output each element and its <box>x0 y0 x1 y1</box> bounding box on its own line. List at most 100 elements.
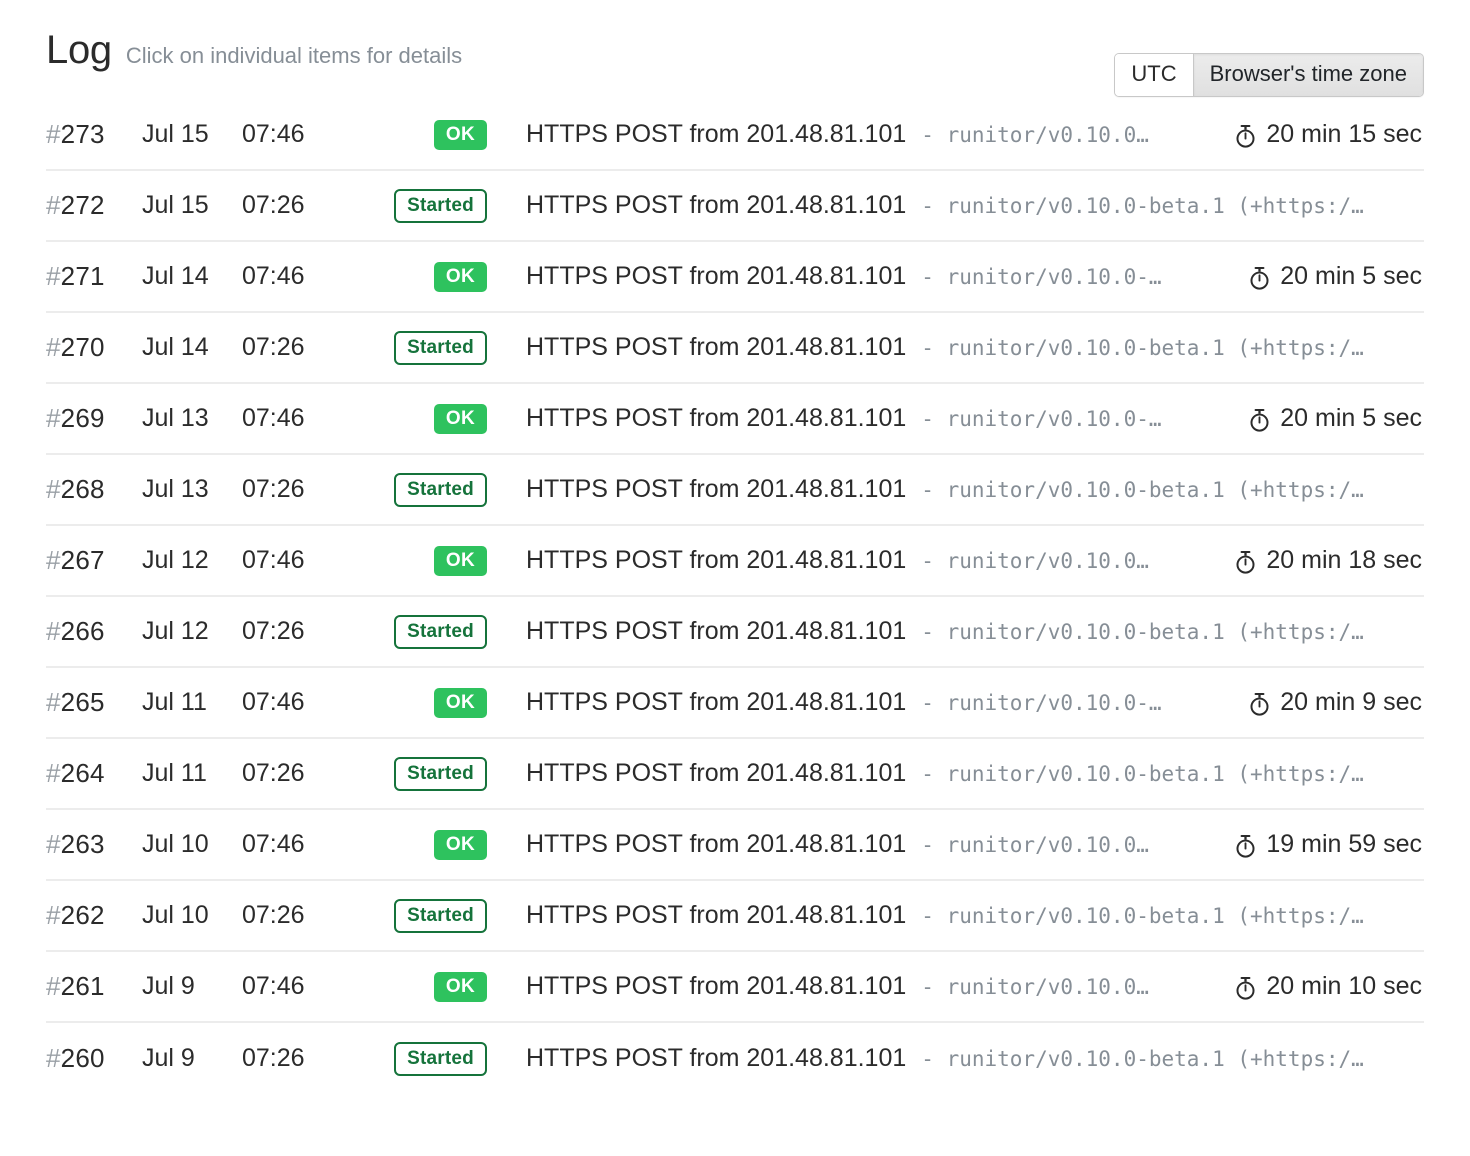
hash-symbol: # <box>46 261 61 291</box>
log-row-message: HTTPS POST from 201.48.81.101 <box>526 901 907 929</box>
log-row[interactable]: #273 Jul 15 07:46 OK HTTPS POST from 201… <box>46 100 1424 171</box>
log-row-number: 272 <box>60 190 105 220</box>
status-badge-ok: OK <box>433 119 487 150</box>
log-row-status-cell: OK <box>350 971 496 1002</box>
hash-symbol: # <box>46 403 61 433</box>
log-row-user-agent: - runitor/v0.10.0-beta.1 (+https:/… <box>921 478 1364 502</box>
hash-symbol: # <box>46 332 61 362</box>
stopwatch-icon <box>1247 266 1272 291</box>
log-row-status-cell: Started <box>350 614 496 649</box>
log-row-status-cell: OK <box>350 261 496 292</box>
log-row-number: 270 <box>60 332 105 362</box>
log-row[interactable]: #261 Jul 9 07:46 OK HTTPS POST from 201.… <box>46 952 1424 1023</box>
log-row-id: #271 <box>46 261 142 292</box>
log-row-time: 07:46 <box>242 830 305 858</box>
log-row[interactable]: #272 Jul 15 07:26 Started HTTPS POST fro… <box>46 171 1424 242</box>
log-row-message: HTTPS POST from 201.48.81.101 <box>526 475 907 503</box>
log-row-message-cell: HTTPS POST from 201.48.81.101 - runitor/… <box>496 759 1424 788</box>
log-row-user-agent: - runitor/v0.10.0… <box>921 833 1149 857</box>
log-row-user-agent: - runitor/v0.10.0-… <box>921 691 1162 715</box>
log-row-date: Jul 11 <box>142 759 207 787</box>
log-row-message: HTTPS POST from 201.48.81.101 <box>526 191 907 219</box>
log-row-id: #266 <box>46 616 142 647</box>
hash-symbol: # <box>46 758 61 788</box>
log-row-time: 07:46 <box>242 972 305 1000</box>
log-row-duration-cell: 20 min 5 sec <box>1229 404 1424 433</box>
log-row[interactable]: #271 Jul 14 07:46 OK HTTPS POST from 201… <box>46 242 1424 313</box>
log-row-id: #272 <box>46 190 142 221</box>
log-row[interactable]: #263 Jul 10 07:46 OK HTTPS POST from 201… <box>46 810 1424 881</box>
log-row-time: 07:26 <box>242 617 305 645</box>
timezone-option-browser[interactable]: Browser's time zone <box>1192 54 1423 96</box>
log-row[interactable]: #268 Jul 13 07:26 Started HTTPS POST fro… <box>46 455 1424 526</box>
title-group: Log Click on individual items for detail… <box>46 30 462 70</box>
log-row-message-cell: HTTPS POST from 201.48.81.101 - runitor/… <box>496 475 1424 504</box>
log-row-duration-cell: 20 min 5 sec <box>1229 262 1424 291</box>
log-row-date: Jul 10 <box>142 830 209 858</box>
stopwatch-icon <box>1233 834 1258 859</box>
log-row-message: HTTPS POST from 201.48.81.101 <box>526 972 907 1000</box>
log-row-number: 266 <box>60 616 105 646</box>
timezone-toggle-group[interactable]: UTC Browser's time zone <box>1114 53 1424 97</box>
log-row[interactable]: #270 Jul 14 07:26 Started HTTPS POST fro… <box>46 313 1424 384</box>
status-badge-started: Started <box>394 188 487 223</box>
log-row-time: 07:26 <box>242 1044 305 1072</box>
log-row-user-agent: - runitor/v0.10.0-… <box>921 407 1162 431</box>
status-badge-ok: OK <box>433 829 487 860</box>
log-row-status-cell: OK <box>350 687 496 718</box>
log-row[interactable]: #267 Jul 12 07:46 OK HTTPS POST from 201… <box>46 526 1424 597</box>
log-row-number: 273 <box>60 119 105 149</box>
log-row-id: #267 <box>46 545 142 576</box>
log-row-message: HTTPS POST from 201.48.81.101 <box>526 546 907 574</box>
stopwatch-icon <box>1247 408 1272 433</box>
log-row-number: 264 <box>60 758 105 788</box>
log-row-date: Jul 10 <box>142 901 209 929</box>
log-row-number: 265 <box>60 687 105 717</box>
log-row-message: HTTPS POST from 201.48.81.101 <box>526 333 907 361</box>
log-row-time: 07:46 <box>242 688 305 716</box>
status-badge-ok: OK <box>433 971 487 1002</box>
log-row-message-cell: HTTPS POST from 201.48.81.101 - runitor/… <box>496 262 1229 291</box>
log-row-number: 260 <box>60 1043 105 1073</box>
log-row-user-agent: - runitor/v0.10.0-beta.1 (+https:/… <box>921 904 1364 928</box>
log-row-message: HTTPS POST from 201.48.81.101 <box>526 1044 907 1072</box>
log-row[interactable]: #269 Jul 13 07:46 OK HTTPS POST from 201… <box>46 384 1424 455</box>
log-row[interactable]: #264 Jul 11 07:26 Started HTTPS POST fro… <box>46 739 1424 810</box>
log-row-duration-cell: 19 min 59 sec <box>1215 830 1424 859</box>
page-header: Log Click on individual items for detail… <box>0 0 1470 100</box>
log-row-user-agent: - runitor/v0.10.0-beta.1 (+https:/… <box>921 762 1364 786</box>
status-badge-started: Started <box>394 614 487 649</box>
log-row-date: Jul 9 <box>142 1044 195 1072</box>
log-row-date: Jul 13 <box>142 404 209 432</box>
log-row-duration: 20 min 10 sec <box>1266 972 1422 1000</box>
stopwatch-icon <box>1233 976 1258 1001</box>
log-row-date: Jul 15 <box>142 191 209 219</box>
page-title: Log <box>46 28 112 72</box>
log-row[interactable]: #265 Jul 11 07:46 OK HTTPS POST from 201… <box>46 668 1424 739</box>
log-row-number: 262 <box>60 900 105 930</box>
log-row[interactable]: #266 Jul 12 07:26 Started HTTPS POST fro… <box>46 597 1424 668</box>
hash-symbol: # <box>46 900 61 930</box>
log-row-message: HTTPS POST from 201.48.81.101 <box>526 688 907 716</box>
status-badge-ok: OK <box>433 687 487 718</box>
log-row-date: Jul 14 <box>142 262 209 290</box>
hash-symbol: # <box>46 119 61 149</box>
timezone-option-utc[interactable]: UTC <box>1115 54 1193 96</box>
log-row-id: #265 <box>46 687 142 718</box>
log-row[interactable]: #262 Jul 10 07:26 Started HTTPS POST fro… <box>46 881 1424 952</box>
log-row-number: 269 <box>60 403 105 433</box>
log-row-time: 07:46 <box>242 262 305 290</box>
log-row-duration-cell: 20 min 9 sec <box>1229 688 1424 717</box>
status-badge-started: Started <box>394 330 487 365</box>
log-row-user-agent: - runitor/v0.10.0-beta.1 (+https:/… <box>921 194 1364 218</box>
log-row-message: HTTPS POST from 201.48.81.101 <box>526 617 907 645</box>
log-row-date: Jul 15 <box>142 120 209 148</box>
log-row-user-agent: - runitor/v0.10.0-beta.1 (+https:/… <box>921 336 1364 360</box>
hash-symbol: # <box>46 1043 61 1073</box>
log-row-message-cell: HTTPS POST from 201.48.81.101 - runitor/… <box>496 404 1229 433</box>
log-row-time: 07:46 <box>242 546 305 574</box>
log-row-message: HTTPS POST from 201.48.81.101 <box>526 120 907 148</box>
log-row[interactable]: #260 Jul 9 07:26 Started HTTPS POST from… <box>46 1023 1424 1094</box>
log-row-duration-cell: 20 min 15 sec <box>1215 120 1424 149</box>
log-row-status-cell: OK <box>350 829 496 860</box>
